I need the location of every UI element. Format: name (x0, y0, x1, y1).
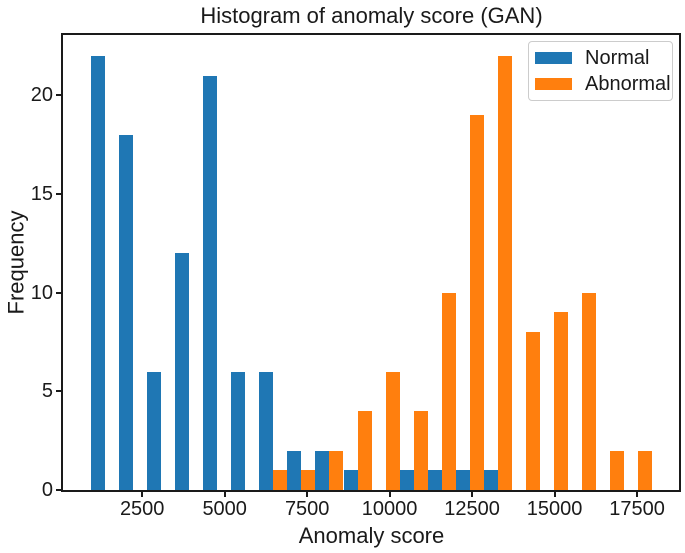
legend: Normal Abnormal (528, 41, 673, 101)
y-tick-label: 10 (30, 281, 53, 304)
histogram-bar-normal-bin7 (287, 450, 302, 490)
histogram-bar-abnormal-bin17 (581, 292, 596, 490)
y-tick-label: 0 (41, 479, 53, 501)
y-tick-label: 15 (30, 182, 53, 205)
histogram-bar-abnormal-bin15 (525, 332, 540, 490)
histogram-bar-abnormal-bin13 (469, 114, 484, 490)
histogram-bar-abnormal-bin16 (553, 312, 568, 490)
histogram-bar-normal-bin14 (483, 470, 498, 490)
histogram-bar-normal-bin5 (231, 371, 246, 490)
y-tick (56, 192, 61, 195)
histogram-bar-normal-bin8 (315, 450, 330, 490)
histogram-bar-normal-bin1 (119, 134, 134, 490)
x-tick-label: 15000 (526, 498, 583, 520)
histogram-bar-normal-bin6 (259, 371, 274, 490)
legend-label-abnormal: Abnormal (585, 73, 671, 95)
y-tick-label: 5 (41, 380, 53, 403)
histogram-bar-normal-bin3 (175, 253, 190, 490)
y-tick (56, 291, 61, 294)
abnormal-series-swatch-icon (535, 78, 572, 90)
x-tick (141, 492, 144, 497)
x-tick-label: 10000 (361, 498, 418, 520)
histogram-bar-abnormal-bin10 (385, 371, 400, 490)
y-tick (56, 489, 61, 491)
legend-item-normal: Normal (529, 46, 672, 70)
y-tick (56, 390, 61, 393)
axis-spine-left (61, 33, 63, 492)
histogram-bar-normal-bin13 (455, 470, 470, 490)
histogram-bar-abnormal-bin12 (441, 292, 456, 490)
x-tick-label: 12500 (444, 498, 500, 520)
x-axis-label: Anomaly score (298, 523, 445, 548)
x-tick-label: 5000 (202, 498, 247, 520)
normal-series-swatch-icon (535, 52, 572, 64)
x-tick (553, 492, 556, 497)
legend-label-normal: Normal (585, 47, 650, 69)
histogram-bar-abnormal-bin11 (413, 411, 428, 490)
x-tick-label: 7500 (284, 498, 330, 520)
y-tick (56, 94, 61, 97)
histogram-bar-abnormal-bin18 (609, 450, 624, 490)
histogram-bar-abnormal-bin9 (357, 411, 372, 490)
histogram-bar-abnormal-bin8 (329, 450, 344, 490)
x-tick (306, 492, 309, 497)
histogram-bar-normal-bin11 (399, 470, 414, 490)
histogram-bar-normal-bin12 (427, 470, 442, 490)
chart-title: Histogram of anomaly score (GAN) (200, 3, 543, 28)
x-tick (471, 492, 474, 497)
histogram-bar-normal-bin4 (203, 75, 218, 490)
axis-spine-right (679, 33, 681, 492)
histogram-bar-abnormal-bin14 (497, 55, 512, 490)
histogram-bar-normal-bin2 (147, 371, 162, 490)
axis-spine-bottom (61, 490, 681, 492)
histogram-bar-abnormal-bin19 (637, 450, 652, 490)
y-tick-label: 20 (30, 84, 53, 107)
x-tick (636, 492, 639, 497)
x-tick (388, 492, 391, 497)
histogram-bar-normal-bin0 (91, 55, 105, 490)
x-tick-label: 17500 (609, 498, 665, 520)
axis-spine-top (61, 33, 681, 35)
x-tick (223, 492, 226, 497)
histogram-bar-abnormal-bin7 (301, 470, 316, 490)
histogram-bar-normal-bin9 (343, 470, 358, 490)
x-tick-label: 2500 (119, 498, 165, 520)
histogram-bar-abnormal-bin6 (273, 470, 288, 490)
legend-item-abnormal: Abnormal (529, 72, 672, 96)
